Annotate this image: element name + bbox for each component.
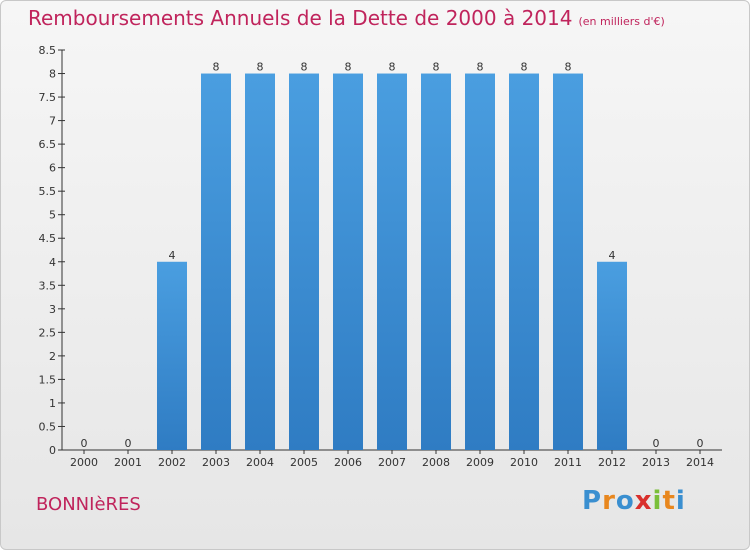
data-label: 8	[301, 61, 308, 74]
x-tick-label: 2012	[598, 456, 626, 469]
x-tick-label: 2002	[158, 456, 186, 469]
y-tick-label: 5.5	[39, 185, 57, 198]
logo-letter: x	[634, 486, 653, 516]
y-tick-label: 0	[49, 444, 56, 457]
data-label: 8	[257, 61, 264, 74]
y-tick-label: 0.5	[39, 420, 57, 433]
y-tick-label: 3.5	[39, 279, 57, 292]
bar	[421, 73, 451, 450]
y-tick-label: 6.5	[39, 138, 57, 151]
y-tick-label: 1	[49, 397, 56, 410]
chart-title-text: Remboursements Annuels de la Dette de 20…	[28, 6, 573, 30]
x-tick-label: 2009	[466, 456, 494, 469]
bar	[289, 73, 319, 450]
x-tick-label: 2000	[70, 456, 98, 469]
chart-subtitle: (en milliers d'€)	[578, 15, 665, 28]
data-label: 8	[389, 61, 396, 74]
bar	[333, 73, 363, 450]
y-tick-label: 2	[49, 350, 56, 363]
y-tick-label: 7.5	[39, 91, 57, 104]
data-label: 4	[609, 249, 616, 262]
data-label: 8	[477, 61, 484, 74]
y-tick-label: 4.5	[39, 232, 57, 245]
y-tick-label: 7	[49, 115, 56, 128]
x-tick-label: 2001	[114, 456, 142, 469]
logo-letter: t	[662, 486, 676, 516]
x-tick-label: 2013	[642, 456, 670, 469]
x-tick-label: 2007	[378, 456, 406, 469]
x-tick-label: 2008	[422, 456, 450, 469]
data-label: 8	[565, 61, 572, 74]
data-label: 8	[213, 61, 220, 74]
data-label: 4	[169, 249, 176, 262]
data-label: 0	[697, 437, 704, 450]
bar	[509, 73, 539, 450]
y-tick-label: 6	[49, 162, 56, 175]
bar	[553, 73, 583, 450]
bar	[245, 73, 275, 450]
data-label: 8	[521, 61, 528, 74]
x-tick-label: 2010	[510, 456, 538, 469]
x-tick-label: 2014	[686, 456, 714, 469]
bar	[201, 73, 231, 450]
y-tick-label: 5	[49, 209, 56, 222]
bar	[597, 261, 627, 450]
x-tick-label: 2003	[202, 456, 230, 469]
logo-letter: r	[602, 486, 616, 516]
data-label: 0	[125, 437, 132, 450]
x-tick-label: 2005	[290, 456, 318, 469]
y-tick-label: 3	[49, 303, 56, 316]
proxiti-logo[interactable]: Proxiti	[582, 486, 686, 516]
data-label: 0	[653, 437, 660, 450]
bar	[157, 261, 187, 450]
data-label: 8	[345, 61, 352, 74]
chart-title: Remboursements Annuels de la Dette de 20…	[28, 6, 665, 30]
commune-name: BONNIèRES	[36, 494, 141, 515]
bar	[465, 73, 495, 450]
x-tick-label: 2004	[246, 456, 274, 469]
data-label: 0	[81, 437, 88, 450]
logo-letter: i	[652, 486, 663, 516]
x-tick-label: 2011	[554, 456, 582, 469]
y-tick-label: 1.5	[39, 373, 57, 386]
data-label: 8	[433, 61, 440, 74]
y-tick-label: 2.5	[39, 326, 57, 339]
y-tick-label: 8	[49, 68, 56, 81]
logo-letter: i	[675, 486, 686, 516]
x-tick-label: 2006	[334, 456, 362, 469]
logo-letter: o	[615, 486, 635, 516]
y-tick-label: 8.5	[39, 44, 57, 57]
logo-letter: P	[582, 486, 603, 516]
bar	[377, 73, 407, 450]
y-tick-label: 4	[49, 256, 56, 269]
